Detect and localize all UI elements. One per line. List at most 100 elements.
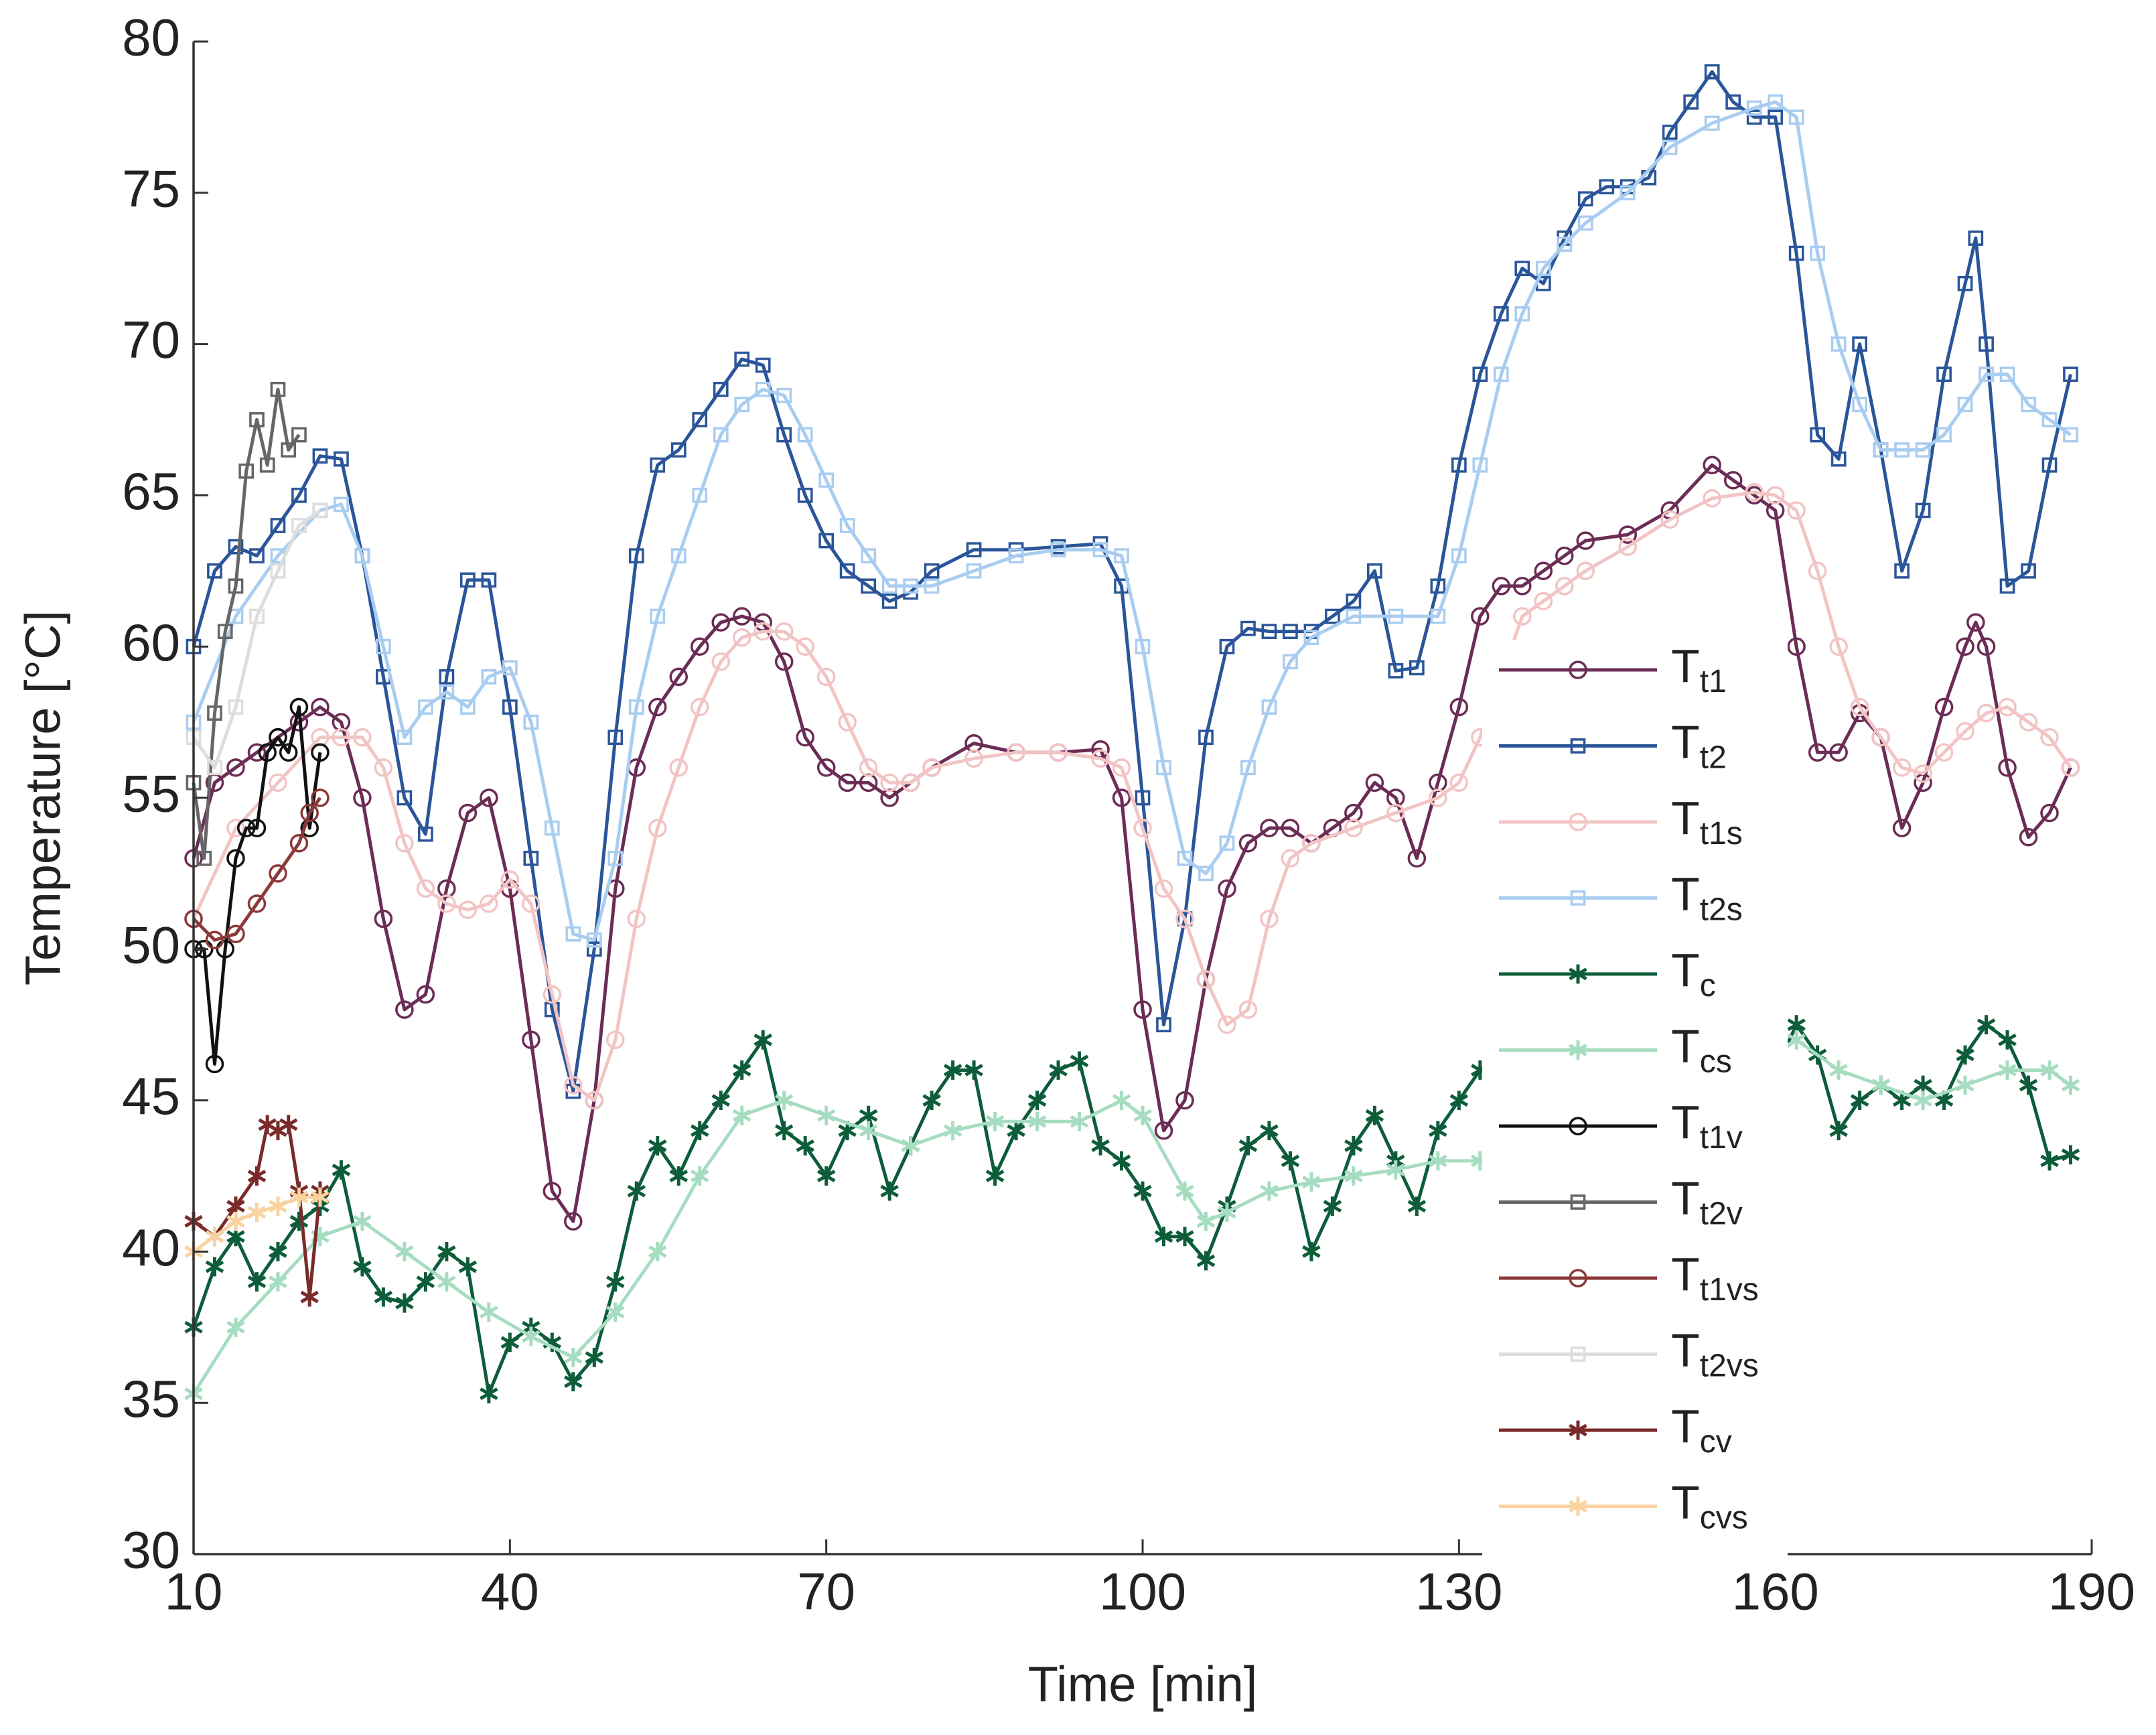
marker xyxy=(1998,1030,2017,1050)
marker xyxy=(1703,456,1721,474)
marker xyxy=(416,1272,435,1292)
marker xyxy=(238,463,255,479)
marker xyxy=(1850,697,1869,717)
marker xyxy=(247,1272,267,1292)
marker xyxy=(692,488,708,503)
marker xyxy=(2019,827,2038,847)
marker xyxy=(1154,879,1173,898)
marker xyxy=(691,1166,709,1186)
series-line xyxy=(194,705,322,1066)
marker xyxy=(796,637,814,656)
marker xyxy=(269,727,287,747)
series-line xyxy=(192,508,321,770)
marker xyxy=(1261,624,1277,639)
marker xyxy=(522,894,541,913)
marker xyxy=(226,819,245,837)
series xyxy=(184,1030,2080,1404)
marker xyxy=(500,870,520,889)
marker xyxy=(648,697,667,717)
marker xyxy=(205,1257,224,1277)
series xyxy=(186,64,2078,1099)
marker xyxy=(2041,457,2058,473)
marker xyxy=(2021,397,2036,413)
series xyxy=(186,381,307,866)
marker xyxy=(480,1384,498,1404)
marker xyxy=(1745,483,1764,502)
marker xyxy=(226,849,245,868)
marker xyxy=(1175,1091,1194,1110)
marker xyxy=(418,699,433,715)
marker xyxy=(437,1242,456,1261)
marker xyxy=(1830,336,1847,352)
marker xyxy=(669,1166,688,1186)
marker xyxy=(669,758,688,777)
marker xyxy=(1388,663,1404,679)
marker xyxy=(753,622,772,641)
marker xyxy=(1175,1227,1194,1247)
marker xyxy=(711,652,730,671)
marker xyxy=(1787,637,1806,656)
series-line xyxy=(192,100,2072,942)
legend-label: Tt2s xyxy=(1671,868,1743,927)
marker xyxy=(1281,849,1300,868)
marker xyxy=(1027,1091,1047,1110)
marker xyxy=(1449,773,1469,792)
marker xyxy=(300,803,319,823)
marker xyxy=(1196,1211,1216,1231)
marker xyxy=(1175,909,1194,928)
y-tick-label: 75 xyxy=(122,159,180,218)
marker xyxy=(859,1121,878,1141)
marker xyxy=(1429,1151,1447,1171)
marker xyxy=(838,713,857,732)
marker xyxy=(269,1196,287,1217)
marker xyxy=(2063,427,2078,443)
marker xyxy=(966,542,982,558)
marker xyxy=(205,1054,224,1074)
marker xyxy=(1260,819,1279,837)
marker xyxy=(585,1091,604,1110)
marker xyxy=(207,563,222,579)
marker xyxy=(437,1272,456,1292)
marker xyxy=(627,1181,646,1201)
marker xyxy=(1966,613,1985,632)
marker xyxy=(289,1211,309,1231)
marker xyxy=(1703,489,1721,508)
marker xyxy=(1260,909,1279,928)
marker xyxy=(397,790,413,806)
marker xyxy=(2040,1060,2059,1080)
series-line xyxy=(192,490,2072,1103)
marker xyxy=(1810,245,1825,261)
marker xyxy=(353,1211,372,1231)
marker xyxy=(269,1272,287,1292)
marker xyxy=(395,1000,414,1019)
marker xyxy=(1662,139,1678,155)
marker xyxy=(311,743,330,762)
y-tick-label: 70 xyxy=(122,310,180,369)
marker xyxy=(1570,890,1586,906)
marker xyxy=(1283,654,1298,670)
marker xyxy=(311,697,330,717)
marker xyxy=(226,1211,245,1231)
marker xyxy=(1968,230,1984,246)
marker xyxy=(606,1302,625,1322)
x-axis-label: Time [min] xyxy=(1028,1657,1258,1712)
marker xyxy=(1618,525,1637,544)
marker xyxy=(1936,366,1952,383)
marker xyxy=(1449,1091,1469,1110)
marker xyxy=(1325,608,1340,624)
marker xyxy=(543,985,562,1004)
marker xyxy=(395,833,414,853)
marker xyxy=(1746,109,1762,125)
marker xyxy=(1787,501,1806,520)
marker xyxy=(1871,1075,1890,1095)
marker xyxy=(247,1166,267,1186)
marker xyxy=(1238,833,1258,853)
marker xyxy=(650,457,666,473)
marker xyxy=(458,1257,478,1277)
marker xyxy=(1915,502,1931,518)
marker xyxy=(1449,697,1469,717)
legend-label: Tt2vs xyxy=(1671,1324,1759,1383)
marker xyxy=(1808,743,1827,762)
marker xyxy=(1829,1121,1848,1141)
marker xyxy=(247,894,267,913)
